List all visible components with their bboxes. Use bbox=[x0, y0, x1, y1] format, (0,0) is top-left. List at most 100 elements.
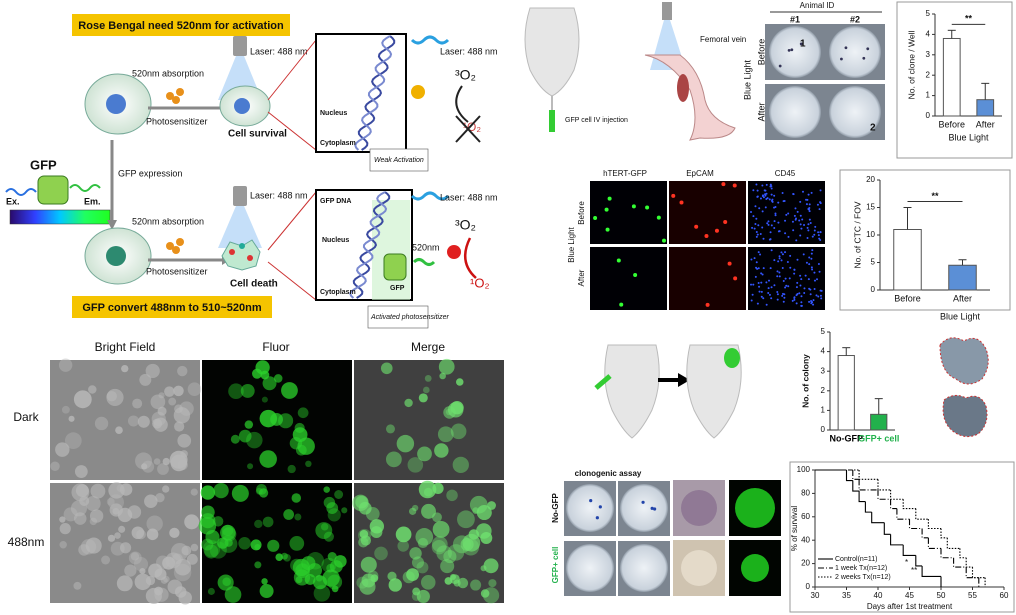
cell-blob bbox=[153, 458, 161, 465]
cell-dot bbox=[785, 213, 788, 216]
cell-blob bbox=[462, 538, 480, 556]
cell-dot bbox=[773, 220, 776, 223]
laser-icon bbox=[233, 36, 247, 56]
cell-blob bbox=[295, 563, 311, 579]
y-axis-label: % of survival bbox=[790, 506, 799, 552]
x-axis-label: Blue Light bbox=[948, 132, 989, 142]
cell-blob bbox=[169, 527, 180, 539]
arrow bbox=[455, 85, 469, 123]
cell-blob bbox=[273, 374, 283, 383]
cell-blob bbox=[108, 482, 125, 499]
cell-dot bbox=[768, 198, 771, 201]
cell-dot bbox=[761, 273, 764, 276]
y-axis-label: No. of clone / Well bbox=[906, 30, 916, 99]
y-tick-label: 5 bbox=[821, 327, 826, 336]
cell-dot bbox=[784, 286, 787, 289]
cell-blob bbox=[297, 407, 309, 419]
cell-dot bbox=[751, 293, 754, 296]
banner-text: GFP convert 488nm to 510~520nm bbox=[82, 302, 261, 314]
label: #1 bbox=[790, 14, 800, 24]
cell-blob bbox=[59, 541, 67, 549]
cell-dot bbox=[817, 234, 820, 237]
cell-dot bbox=[704, 234, 709, 239]
survival-step bbox=[915, 555, 923, 567]
row-header: 488nm bbox=[8, 535, 45, 549]
cell-dot bbox=[773, 206, 776, 209]
cell-dot bbox=[754, 275, 757, 278]
cell-dot bbox=[784, 219, 787, 222]
bar bbox=[870, 413, 888, 431]
ctc-image bbox=[669, 181, 746, 244]
ctc-image bbox=[590, 181, 667, 244]
cell-dot bbox=[752, 283, 755, 286]
cell-dot bbox=[758, 285, 761, 288]
cell-dot bbox=[760, 281, 763, 284]
survival-step bbox=[845, 470, 853, 482]
cell-blob bbox=[250, 539, 262, 551]
strand bbox=[349, 191, 388, 299]
cell-dot bbox=[756, 302, 759, 305]
cell-blob bbox=[415, 528, 434, 546]
cell-blob bbox=[424, 375, 432, 382]
cell-dot bbox=[792, 193, 795, 196]
label: GFP bbox=[390, 285, 405, 292]
cell-blob bbox=[190, 543, 199, 552]
cell-blob bbox=[119, 483, 133, 496]
cell-dot bbox=[756, 189, 759, 192]
x-tick-label: 50 bbox=[937, 591, 946, 600]
cell-dot bbox=[799, 274, 802, 277]
cell-dot bbox=[656, 215, 661, 220]
cell-dot bbox=[760, 272, 763, 275]
x-tick-label: Before bbox=[938, 119, 965, 129]
cell-dot bbox=[755, 266, 758, 269]
cell-blob bbox=[313, 585, 331, 602]
photon bbox=[69, 184, 101, 192]
survival-step bbox=[953, 557, 967, 568]
cell-blob bbox=[295, 576, 303, 584]
lung bbox=[939, 337, 989, 385]
cell-blob bbox=[187, 382, 202, 396]
cell-dot bbox=[783, 199, 786, 202]
label: 520nm absorption bbox=[132, 216, 204, 226]
label: 520nm absorption bbox=[132, 68, 204, 78]
banner-text: Rose Bengal need 520nm for activation bbox=[78, 20, 284, 32]
cell-blob bbox=[133, 557, 149, 572]
label: GFP cell IV injection bbox=[565, 117, 628, 124]
bar bbox=[893, 229, 922, 291]
cell-blob bbox=[174, 421, 185, 432]
cell-blob bbox=[423, 386, 430, 394]
cell-dot bbox=[769, 183, 772, 186]
cell-blob bbox=[436, 545, 452, 561]
colony bbox=[790, 48, 794, 52]
x-tick-label: 55 bbox=[968, 591, 977, 600]
cell-blob bbox=[58, 358, 73, 372]
significance: * bbox=[905, 558, 908, 567]
label: Em. bbox=[84, 196, 101, 206]
colony-mark: 1 bbox=[800, 39, 806, 50]
cell-dot bbox=[791, 220, 794, 223]
colony-blob bbox=[681, 490, 717, 526]
cell-dot bbox=[761, 184, 764, 187]
y-tick-label: 0 bbox=[926, 111, 931, 120]
cell-blob bbox=[432, 520, 450, 538]
cell-blob bbox=[320, 523, 329, 531]
label: ³O₂ bbox=[455, 67, 476, 83]
survival-step bbox=[946, 537, 960, 549]
cell-dot bbox=[816, 278, 819, 281]
colony bbox=[799, 42, 803, 46]
chart-frame bbox=[839, 169, 1011, 311]
survival-step bbox=[852, 480, 860, 492]
y-tick-label: 20 bbox=[866, 175, 875, 184]
cell-dot bbox=[788, 277, 791, 280]
cell-blob bbox=[148, 563, 163, 578]
cell-dot bbox=[789, 266, 792, 269]
cell-blob bbox=[169, 450, 188, 469]
label: Laser: 488 nm bbox=[250, 46, 308, 56]
cell-dot bbox=[794, 218, 797, 221]
cell-blob bbox=[462, 533, 481, 552]
cell-dot bbox=[805, 261, 808, 264]
cell-blob bbox=[334, 555, 347, 568]
cell-blob bbox=[119, 542, 132, 554]
cell-blob bbox=[407, 457, 424, 473]
